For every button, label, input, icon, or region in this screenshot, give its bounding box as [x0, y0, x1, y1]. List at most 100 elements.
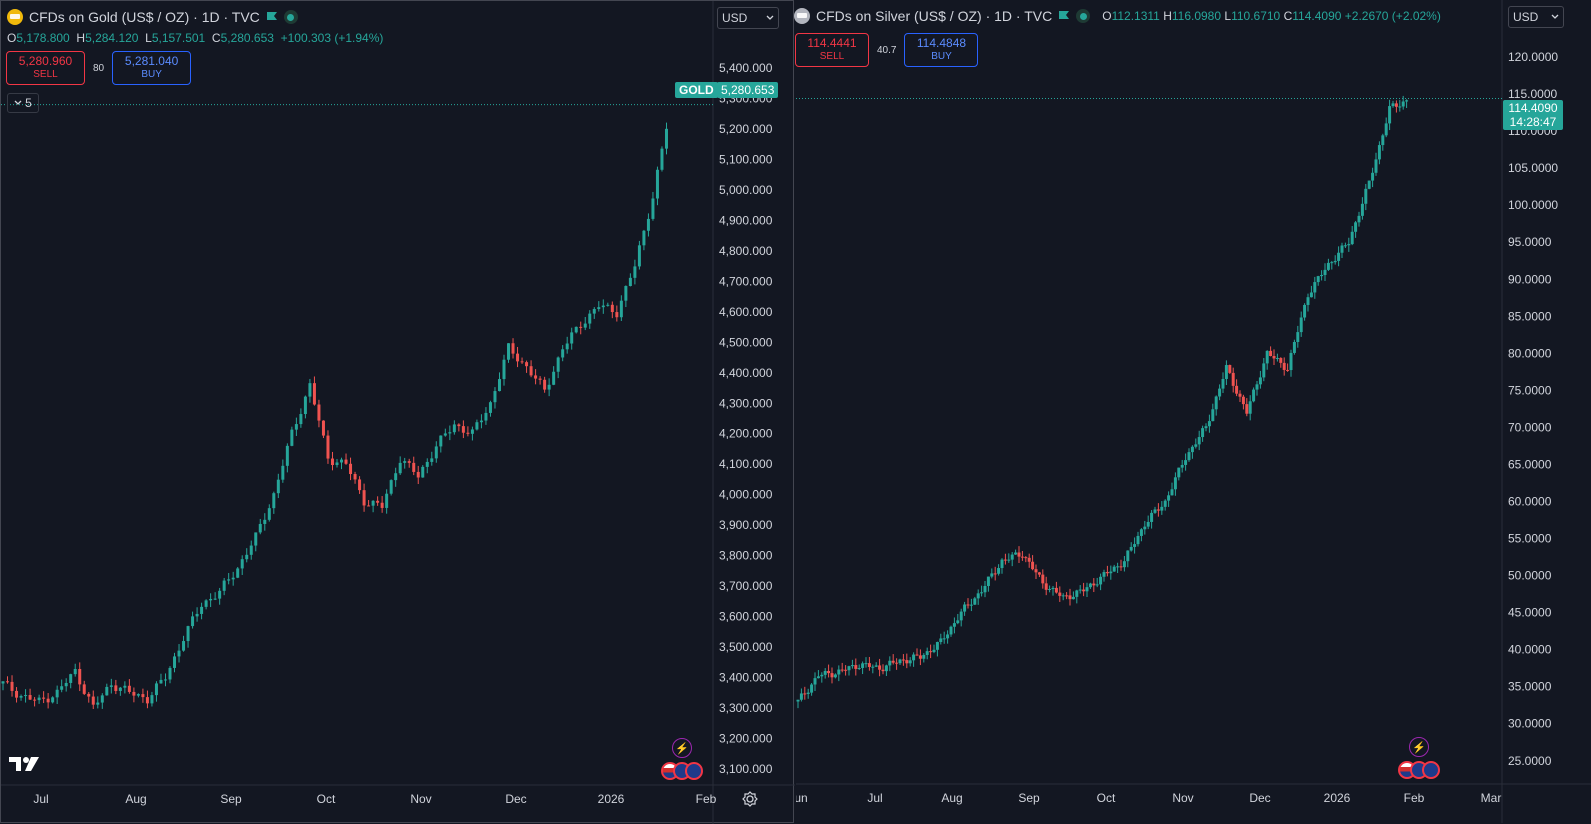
silver-candle [1007, 553, 1011, 563]
silver-currency-select[interactable]: USD [1508, 6, 1564, 28]
gold-candle [610, 301, 614, 319]
gold-candle [520, 357, 524, 364]
silver-candle [942, 631, 946, 644]
silver-candle [1102, 569, 1106, 582]
gold-candle [421, 465, 425, 478]
flag-icon[interactable] [1058, 10, 1070, 22]
gold-candle [15, 687, 19, 703]
gold-candle [263, 513, 267, 531]
silver-sell-button[interactable]: 114.4441 SELL [795, 33, 869, 67]
silver-candle [1027, 553, 1031, 568]
gold-currency-select[interactable]: USD [717, 7, 779, 29]
gold-candle [204, 599, 208, 610]
lightning-icon[interactable]: ⚡ [672, 738, 692, 758]
gold-buy-button[interactable]: 5,281.040 BUY [112, 51, 192, 85]
silver-candle [1286, 363, 1290, 372]
gold-candle [651, 191, 655, 221]
gold-y-tick: 4,300.000 [719, 396, 773, 410]
silver-candle [1303, 303, 1307, 321]
silver-candle [878, 658, 882, 677]
flag-icon[interactable] [266, 11, 278, 23]
silver-candle [1241, 394, 1245, 410]
gold-y-tick: 3,600.000 [719, 609, 773, 623]
silver-candle [1398, 100, 1402, 112]
silver-candle [1143, 520, 1147, 535]
tradingview-logo-icon[interactable] [9, 755, 41, 773]
silver-candle [1119, 559, 1123, 571]
silver-candle [929, 644, 933, 659]
silver-y-tick: 85.0000 [1508, 309, 1552, 323]
silver-candle [1265, 350, 1269, 370]
gold-candle [628, 273, 632, 287]
gold-candle [173, 652, 177, 673]
gold-candle [145, 690, 149, 709]
silver-candle [1054, 581, 1058, 594]
lightning-icon[interactable]: ⚡ [1409, 737, 1429, 757]
gold-candle [168, 666, 172, 684]
us-flag-icon[interactable] [661, 762, 703, 780]
silver-candle [1126, 550, 1130, 568]
silver-candle [861, 661, 865, 675]
gold-candle [457, 423, 461, 432]
silver-candle [952, 617, 956, 634]
gold-candle [245, 548, 249, 563]
gold-candle [218, 587, 222, 605]
gold-candle [267, 504, 271, 522]
silver-candle [959, 608, 963, 627]
silver-candle [816, 670, 820, 679]
silver-candle [847, 665, 851, 676]
silver-candle [1377, 141, 1381, 165]
gold-candle [105, 683, 109, 696]
gold-candle [46, 693, 50, 709]
gold-candle [443, 428, 447, 437]
silver-chart-pane[interactable]: 120.0000 115.0000 110.0000 105.0000 100.0000… [794, 0, 1591, 823]
gold-candle [290, 426, 294, 447]
silver-candle [810, 683, 814, 696]
silver-trade-panel: 114.4441 SELL 40.7 114.4848 BUY [795, 33, 979, 67]
gold-candle [353, 471, 357, 484]
gold-candle [141, 688, 145, 703]
gold-candle [380, 496, 384, 513]
indicators-toggle-button[interactable]: 5 [7, 93, 39, 113]
silver-candle [1313, 276, 1317, 299]
silver-price-chart[interactable]: 120.0000115.0000110.0000105.0000100.0000… [796, 0, 1591, 823]
gold-symbol-title[interactable]: CFDs on Gold (US$ / OZ) · 1D · TVC [29, 9, 260, 25]
gold-candle [330, 451, 334, 471]
silver-last-price-label: 114.4090 14:28:47 [1503, 100, 1563, 130]
us-flag-icon[interactable] [1398, 761, 1440, 779]
gold-candle [349, 457, 353, 481]
silver-events[interactable]: ⚡ [1398, 737, 1440, 779]
chevron-down-icon [14, 100, 22, 105]
gold-candle [574, 326, 578, 334]
silver-candle [976, 589, 980, 605]
gold-x-tick: Jul [33, 792, 48, 806]
gold-ohlc-values: O5,178.800 H5,284.120 L5,157.501 C5,280.… [7, 31, 384, 45]
silver-candle [1299, 311, 1303, 337]
silver-symbol-title[interactable]: CFDs on Silver (US$ / OZ) · 1D · TVC [816, 8, 1053, 24]
silver-candle [1207, 414, 1211, 433]
silver-y-tick: 115.0000 [1508, 87, 1557, 101]
silver-buy-button[interactable]: 114.4848 BUY [904, 33, 979, 67]
silver-candle [1078, 585, 1082, 594]
silver-y-tick: 65.0000 [1508, 457, 1552, 471]
silver-candle [1360, 197, 1364, 220]
silver-candle [1197, 430, 1201, 451]
gold-sell-button[interactable]: 5,280.960 SELL [6, 51, 85, 85]
gold-x-tick: Oct [317, 792, 336, 806]
gold-price-chart[interactable]: 5,400.0005,300.0005,200.0005,100.0005,00… [1, 1, 795, 824]
silver-candle [1204, 423, 1208, 432]
gold-events[interactable]: ⚡ [661, 738, 703, 780]
gold-candle [303, 395, 307, 419]
gold-candle [655, 166, 659, 206]
silver-candle [986, 576, 990, 592]
gold-candle [385, 489, 389, 514]
gold-candle [285, 443, 289, 473]
gear-icon[interactable] [742, 791, 758, 807]
gold-candle [236, 566, 240, 579]
gold-candle [534, 369, 538, 385]
gold-candle [186, 625, 190, 648]
silver-candle [1272, 349, 1276, 365]
gold-y-tick: 4,100.000 [719, 457, 773, 471]
silver-candle [1160, 501, 1164, 515]
gold-chart-pane[interactable]: 5,400.000 5,300.000 5,200.000 5,100.000 5,00… [0, 0, 795, 824]
